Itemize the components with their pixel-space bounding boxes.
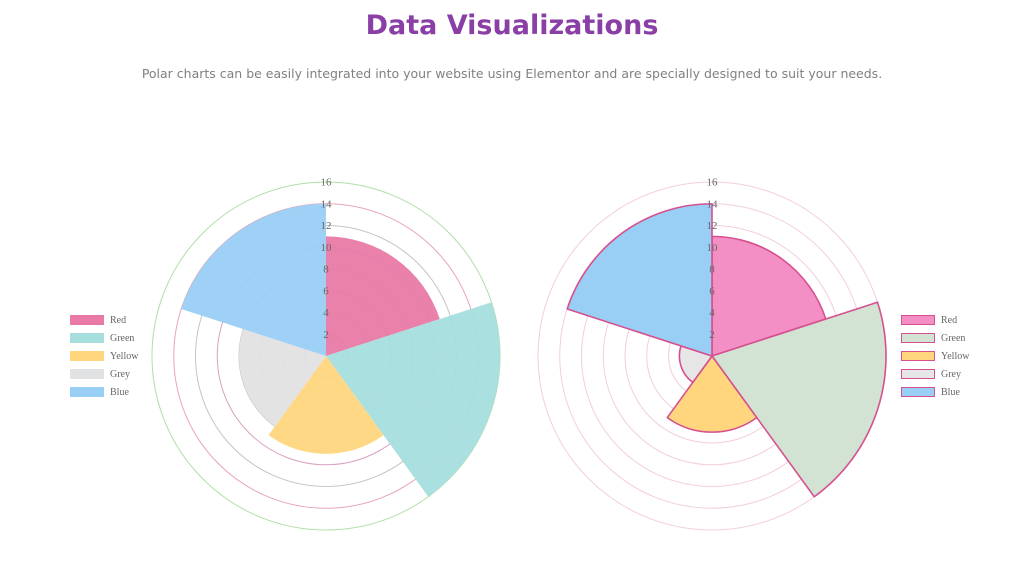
tick-label: 4 bbox=[709, 307, 715, 319]
sector-green bbox=[711, 301, 887, 498]
legend-swatch bbox=[901, 387, 935, 397]
legend-swatch bbox=[70, 387, 104, 397]
legend-item-green[interactable]: Green bbox=[70, 329, 138, 347]
tick-label: 10 bbox=[707, 242, 719, 254]
tick-label: 16 bbox=[707, 177, 719, 189]
tick-label: 8 bbox=[709, 264, 715, 276]
tick-label: 12 bbox=[707, 220, 718, 232]
tick-label: 14 bbox=[707, 198, 719, 210]
legend-item-blue[interactable]: Blue bbox=[70, 383, 138, 401]
legend-item-red[interactable]: Red bbox=[901, 311, 969, 329]
tick-label: 2 bbox=[709, 329, 715, 341]
legend-item-red[interactable]: Red bbox=[70, 311, 138, 329]
legend-item-yellow[interactable]: Yellow bbox=[901, 347, 969, 365]
legend-item-grey[interactable]: Grey bbox=[901, 365, 969, 383]
legend-label: Red bbox=[941, 314, 958, 326]
tick-labels: 2 4 6 8 10 12 14 16 bbox=[707, 177, 719, 341]
legend-swatch bbox=[901, 369, 935, 379]
sectors bbox=[181, 203, 500, 497]
tick-label: 4 bbox=[323, 307, 329, 319]
tick-label: 8 bbox=[323, 264, 329, 276]
tick-label: 14 bbox=[321, 198, 333, 210]
legend-swatch bbox=[70, 351, 104, 361]
polar-chart-left: 2 4 6 8 10 12 14 16 bbox=[151, 177, 501, 531]
tick-label: 6 bbox=[323, 285, 329, 297]
tick-label: 6 bbox=[709, 285, 715, 297]
legend-item-green[interactable]: Green bbox=[901, 329, 969, 347]
sector-yellow bbox=[666, 355, 758, 433]
legend-right: Red Green Yellow Grey Blue bbox=[901, 311, 969, 401]
sector-blue bbox=[181, 203, 326, 356]
legend-label: Blue bbox=[941, 386, 960, 398]
sector-red bbox=[711, 235, 827, 357]
legend-swatch bbox=[70, 369, 104, 379]
legend-swatch bbox=[901, 351, 935, 361]
tick-labels: 2 4 6 8 10 12 14 16 bbox=[321, 177, 333, 341]
sector-blue bbox=[566, 202, 713, 357]
legend-swatch bbox=[70, 315, 104, 325]
legend-swatch bbox=[901, 333, 935, 343]
legend-label: Green bbox=[941, 332, 966, 344]
page-title: Data Visualizations bbox=[365, 10, 659, 41]
legend-label: Yellow bbox=[110, 350, 139, 362]
tick-label: 10 bbox=[321, 242, 333, 254]
legend-label: Grey bbox=[110, 368, 130, 380]
legend-label: Red bbox=[110, 314, 127, 326]
sector-green bbox=[326, 302, 500, 497]
tick-label: 12 bbox=[321, 220, 332, 232]
tick-label: 2 bbox=[323, 329, 329, 341]
polar-chart-right: 2 4 6 8 10 12 14 16 bbox=[537, 177, 887, 531]
legend-label: Grey bbox=[941, 368, 961, 380]
legend-label: Green bbox=[110, 332, 135, 344]
legend-item-yellow[interactable]: Yellow bbox=[70, 347, 138, 365]
page-subtitle: Polar charts can be easily integrated in… bbox=[141, 66, 883, 81]
tick-label: 16 bbox=[321, 177, 333, 189]
legend-label: Blue bbox=[110, 386, 129, 398]
legend-item-blue[interactable]: Blue bbox=[901, 383, 969, 401]
sector-red bbox=[326, 236, 440, 356]
legend-left: Red Green Yellow Grey Blue bbox=[70, 311, 138, 401]
sector-yellow bbox=[268, 356, 384, 454]
legend-item-grey[interactable]: Grey bbox=[70, 365, 138, 383]
legend-label: Yellow bbox=[941, 350, 970, 362]
sector-grey bbox=[239, 329, 326, 427]
sectors bbox=[566, 202, 887, 498]
legend-swatch bbox=[70, 333, 104, 343]
legend-swatch bbox=[901, 315, 935, 325]
